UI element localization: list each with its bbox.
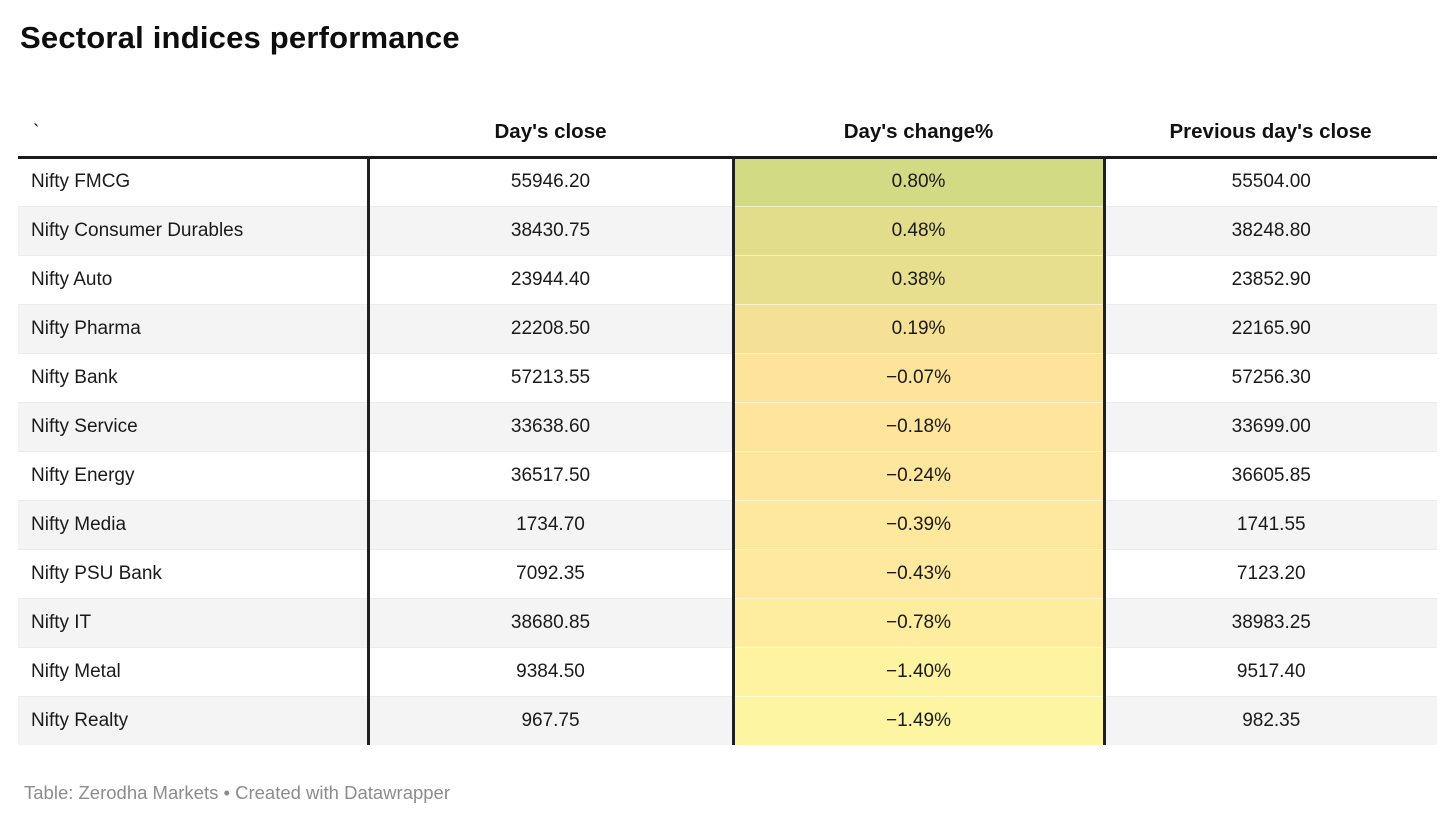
prev-close-cell: 23852.90: [1104, 254, 1437, 304]
days-change-cell: 0.19%: [731, 303, 1106, 353]
table-row: Nifty Media 1734.70 −0.39% 1741.55: [18, 499, 1437, 549]
index-name-cell: Nifty Consumer Durables: [18, 205, 368, 255]
prev-close-cell: 38983.25: [1104, 597, 1437, 647]
prev-close-cell: 33699.00: [1104, 401, 1437, 451]
days-close-cell: 38680.85: [366, 597, 733, 647]
prev-close-cell: 57256.30: [1104, 352, 1437, 402]
days-change-cell: 0.48%: [731, 205, 1106, 255]
table-row: Nifty Metal 9384.50 −1.40% 9517.40: [18, 646, 1437, 696]
table-body: Nifty FMCG 55946.20 0.80% 55504.00 Nifty Con…: [18, 157, 1437, 745]
prev-close-cell: 1741.55: [1104, 499, 1437, 549]
header-days-change: Day's change%: [843, 119, 994, 143]
days-close-cell: 57213.55: [366, 352, 733, 402]
days-change-cell: −0.78%: [731, 597, 1106, 647]
days-change-cell: 0.38%: [731, 254, 1106, 304]
header-previous-close: Previous day's close: [1169, 119, 1372, 143]
header-index-column: `: [33, 121, 40, 143]
table-row: Nifty PSU Bank 7092.35 −0.43% 7123.20: [18, 548, 1437, 598]
sectoral-indices-table: ` Day's close Day's change% Previous day…: [18, 72, 1437, 745]
index-name-cell: Nifty Bank: [18, 352, 368, 402]
index-name-cell: Nifty FMCG: [18, 157, 368, 206]
index-name-cell: Nifty Metal: [18, 646, 368, 696]
days-change-cell: −0.24%: [731, 450, 1106, 500]
table-row: Nifty Energy 36517.50 −0.24% 36605.85: [18, 450, 1437, 500]
table-row: Nifty Service 33638.60 −0.18% 33699.00: [18, 401, 1437, 451]
table-row: Nifty Bank 57213.55 −0.07% 57256.30: [18, 352, 1437, 402]
days-change-cell: −0.43%: [731, 548, 1106, 598]
prev-close-cell: 36605.85: [1104, 450, 1437, 500]
days-change-cell: −0.39%: [731, 499, 1106, 549]
table-row: Nifty Realty 967.75 −1.49% 982.35: [18, 695, 1437, 745]
index-name-cell: Nifty Service: [18, 401, 368, 451]
page-title: Sectoral indices performance: [20, 20, 460, 55]
index-name-cell: Nifty IT: [18, 597, 368, 647]
days-close-cell: 9384.50: [366, 646, 733, 696]
table-row: Nifty Auto 23944.40 0.38% 23852.90: [18, 254, 1437, 304]
days-close-cell: 55946.20: [366, 157, 733, 206]
table-row: Nifty IT 38680.85 −0.78% 38983.25: [18, 597, 1437, 647]
prev-close-cell: 982.35: [1104, 695, 1437, 745]
index-name-cell: Nifty Energy: [18, 450, 368, 500]
prev-close-cell: 22165.90: [1104, 303, 1437, 353]
prev-close-cell: 38248.80: [1104, 205, 1437, 255]
days-close-cell: 1734.70: [366, 499, 733, 549]
index-name-cell: Nifty Realty: [18, 695, 368, 745]
days-change-cell: −0.18%: [731, 401, 1106, 451]
days-close-cell: 38430.75: [366, 205, 733, 255]
header-row: ` Day's close Day's change% Previous day…: [18, 72, 1437, 157]
header-days-close: Day's close: [494, 119, 607, 143]
index-name-cell: Nifty Pharma: [18, 303, 368, 353]
table-row: Nifty Consumer Durables 38430.75 0.48% 3824…: [18, 205, 1437, 255]
days-close-cell: 7092.35: [366, 548, 733, 598]
prev-close-cell: 9517.40: [1104, 646, 1437, 696]
days-close-cell: 967.75: [366, 695, 733, 745]
days-change-cell: −1.40%: [731, 646, 1106, 696]
days-close-cell: 23944.40: [366, 254, 733, 304]
index-name-cell: Nifty Media: [18, 499, 368, 549]
days-change-cell: −1.49%: [731, 695, 1106, 745]
days-close-cell: 36517.50: [366, 450, 733, 500]
days-change-cell: 0.80%: [731, 157, 1106, 206]
days-close-cell: 22208.50: [366, 303, 733, 353]
table-row: Nifty FMCG 55946.20 0.80% 55504.00: [18, 157, 1437, 206]
days-close-cell: 33638.60: [366, 401, 733, 451]
index-name-cell: Nifty Auto: [18, 254, 368, 304]
prev-close-cell: 7123.20: [1104, 548, 1437, 598]
prev-close-cell: 55504.00: [1104, 157, 1437, 206]
attribution-footer: Table: Zerodha Markets • Created with Da…: [24, 782, 451, 803]
table-row: Nifty Pharma 22208.50 0.19% 22165.90: [18, 303, 1437, 353]
days-change-cell: −0.07%: [731, 352, 1106, 402]
index-name-cell: Nifty PSU Bank: [18, 548, 368, 598]
